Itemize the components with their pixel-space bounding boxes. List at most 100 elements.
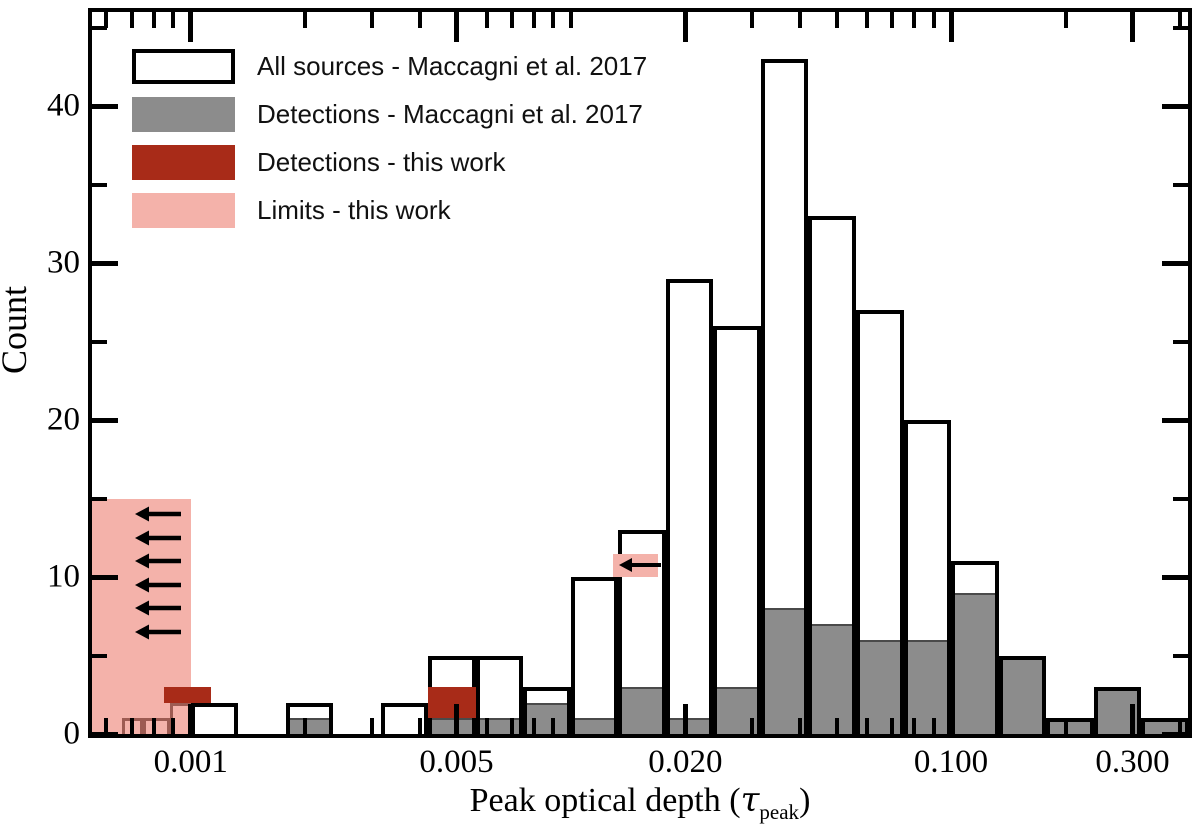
axis-tick xyxy=(912,12,917,28)
legend-label-0: All sources - Maccagni et al. 2017 xyxy=(257,50,648,81)
y-tick-label: 10 xyxy=(47,558,80,595)
axis-tick xyxy=(151,718,156,734)
plot-canvas xyxy=(92,12,1188,734)
bar-all-sources xyxy=(570,577,619,734)
axis-tick xyxy=(104,12,109,28)
bar-detections-maccagni xyxy=(760,608,809,734)
axis-tick xyxy=(92,103,118,109)
legend-item-3: Limits - this work xyxy=(132,188,647,232)
bar-all-sources xyxy=(618,529,666,734)
axis-tick xyxy=(171,12,176,28)
axis-tick xyxy=(370,12,375,28)
legend-item-2: Detections - this work xyxy=(132,140,647,184)
axis-tick xyxy=(92,417,118,423)
axis-tick xyxy=(1162,417,1188,423)
bar-all-sources xyxy=(380,702,429,734)
bar-all-sources xyxy=(713,325,761,734)
bar-detections-maccagni xyxy=(618,686,666,734)
plot-area: All sources - Maccagni et al. 2017 Detect… xyxy=(88,8,1192,738)
axis-tick xyxy=(92,260,118,266)
axis-tick xyxy=(129,718,134,734)
axis-tick xyxy=(188,12,194,42)
axis-tick xyxy=(568,12,573,28)
bar-detections-maccagni xyxy=(856,639,904,734)
legend-label-2: Detections - this work xyxy=(257,146,506,177)
bar-all-sources xyxy=(523,686,571,734)
axis-tick xyxy=(1173,182,1188,187)
bar-all-sources xyxy=(1093,686,1142,734)
axis-tick xyxy=(948,12,954,42)
axis-tick xyxy=(92,25,107,30)
limit-arrow-icon xyxy=(618,554,663,576)
bar-detections-maccagni xyxy=(523,702,571,734)
bar-detections-this-work xyxy=(428,686,476,719)
bar-detections-this-work xyxy=(163,686,211,703)
y-tick-label: 30 xyxy=(47,244,80,281)
axis-tick xyxy=(568,718,573,734)
bar-all-sources xyxy=(808,216,856,734)
axis-tick xyxy=(864,718,869,734)
bar-detections-maccagni xyxy=(665,718,714,734)
axis-tick xyxy=(509,12,514,28)
axis-tick xyxy=(750,12,755,28)
x-tick-label: 0.005 xyxy=(419,744,494,780)
x-tick-label: 0.001 xyxy=(153,744,228,780)
axis-tick xyxy=(92,182,107,187)
limit-arrow-icon xyxy=(134,621,183,643)
bar-detections-maccagni xyxy=(808,624,856,734)
axis-tick xyxy=(417,718,422,734)
limits-inner-outline-bin xyxy=(143,718,170,734)
axis-tick xyxy=(1162,260,1188,266)
axis-tick xyxy=(303,718,308,734)
axis-tick xyxy=(931,12,936,28)
bar-all-sources xyxy=(951,561,999,734)
tau-subscript: peak xyxy=(759,799,800,824)
axis-tick xyxy=(1173,339,1188,344)
bar-all-sources xyxy=(998,655,1047,734)
axis-tick xyxy=(92,496,107,501)
y-tick-label: 0 xyxy=(63,715,81,752)
bar-all-sources xyxy=(285,702,334,734)
bar-all-sources xyxy=(760,59,809,734)
axis-tick xyxy=(129,12,134,28)
axis-tick xyxy=(1173,25,1188,30)
bar-all-sources xyxy=(665,278,714,734)
bar-all-sources xyxy=(1046,718,1094,734)
x-axis-title: Peak optical depth (τpeak) xyxy=(88,780,1192,825)
axis-tick xyxy=(797,718,802,734)
x-tick-label: 0.020 xyxy=(648,744,723,780)
limit-arrow-icon xyxy=(134,550,183,572)
legend: All sources - Maccagni et al. 2017 Detect… xyxy=(132,44,647,236)
bar-all-sources xyxy=(1141,718,1188,734)
axis-tick xyxy=(834,12,839,28)
axis-tick xyxy=(92,339,107,344)
axis-tick xyxy=(1162,574,1188,580)
axis-tick xyxy=(1063,12,1068,28)
axis-tick xyxy=(1173,496,1188,501)
limit-arrow-icon xyxy=(134,503,183,525)
axis-tick xyxy=(1129,12,1135,42)
axis-tick xyxy=(551,12,556,28)
bar-all-sources xyxy=(903,420,952,734)
axis-tick xyxy=(797,12,802,28)
axis-tick xyxy=(188,704,194,734)
x-tick-label: 0.300 xyxy=(1095,744,1170,780)
axis-tick xyxy=(92,731,118,737)
axis-tick xyxy=(370,718,375,734)
limit-arrow-icon xyxy=(134,574,183,596)
axis-tick xyxy=(453,12,459,42)
legend-swatch-3 xyxy=(132,192,235,228)
axis-tick xyxy=(864,12,869,28)
axis-tick xyxy=(532,12,537,28)
legend-item-0: All sources - Maccagni et al. 2017 xyxy=(132,44,647,88)
bar-detections-maccagni xyxy=(285,718,334,734)
y-axis-title: Count xyxy=(0,285,34,375)
legend-swatch-0 xyxy=(132,48,235,84)
axis-tick xyxy=(303,12,308,28)
bar-all-sources xyxy=(475,655,524,734)
axis-tick xyxy=(1162,731,1188,737)
bar-detections-maccagni xyxy=(951,592,999,734)
axis-tick xyxy=(104,718,109,734)
axis-tick xyxy=(834,718,839,734)
